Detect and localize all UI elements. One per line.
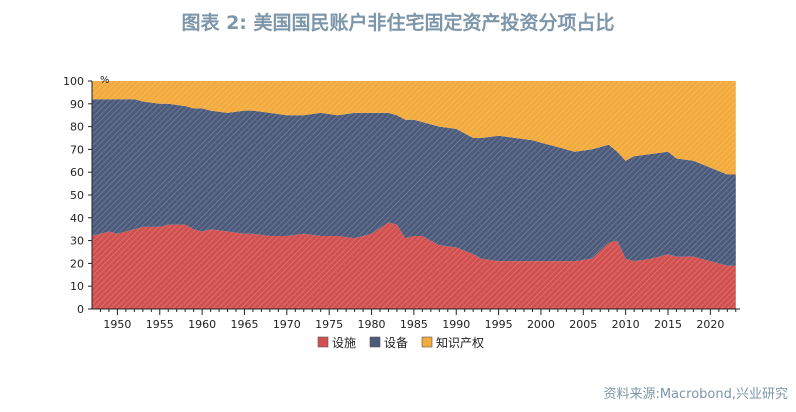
area-series-group [92,81,736,309]
legend-swatch-3 [421,336,433,348]
x-tick-label: 2005 [569,318,597,331]
area-hatch-2 [92,99,736,266]
x-tick-label: 2010 [612,318,640,331]
x-tick-label: 2015 [654,318,682,331]
x-tick-label: 1980 [358,318,386,331]
y-tick-label: 10 [70,280,84,293]
x-tick-label: 1955 [146,318,174,331]
y-tick-label: 100 [63,75,84,88]
x-tick-label: 1975 [315,318,343,331]
x-tick-label: 1960 [188,318,216,331]
x-tick-label: 1985 [400,318,428,331]
y-tick-label: 50 [70,189,84,202]
legend: 设施 设备 知识产权 [317,336,484,350]
legend-label-2: 设备 [384,336,408,350]
area-hatch-1 [92,222,736,309]
legend-swatch-1 [317,336,329,348]
area-hatch-3 [92,81,736,175]
legend-swatch-2 [369,336,381,348]
y-tick-label: 80 [70,121,84,134]
y-tick-label: 40 [70,212,84,225]
y-tick-label: 90 [70,98,84,111]
y-tick-label: 70 [70,143,84,156]
y-tick-label: 20 [70,257,84,270]
chart-title: 图表 2: 美国国民账户非住宅固定资产投资分项占比 [181,12,615,34]
x-tick-label: 2020 [696,318,724,331]
source-note: 资料来源:Macrobond,兴业研究 [603,387,788,402]
x-tick-label: 1990 [442,318,470,331]
x-tick-label: 1995 [485,318,513,331]
axes-group: 0 10 20 30 40 50 60 70 80 90 100 1950 1955 1960 1965 19… [63,75,740,331]
x-tick-label: 1950 [103,318,131,331]
x-tick-label: 2000 [527,318,555,331]
x-tick-label: 1965 [230,318,258,331]
y-tick-label: 60 [70,166,84,179]
y-tick-label: 0 [77,303,84,316]
legend-label-1: 设施 [332,336,356,350]
x-tick-label: 1970 [273,318,301,331]
legend-label-3: 知识产权 [436,336,484,350]
y-tick-label: 30 [70,235,84,248]
y-unit-label: % [100,75,110,86]
